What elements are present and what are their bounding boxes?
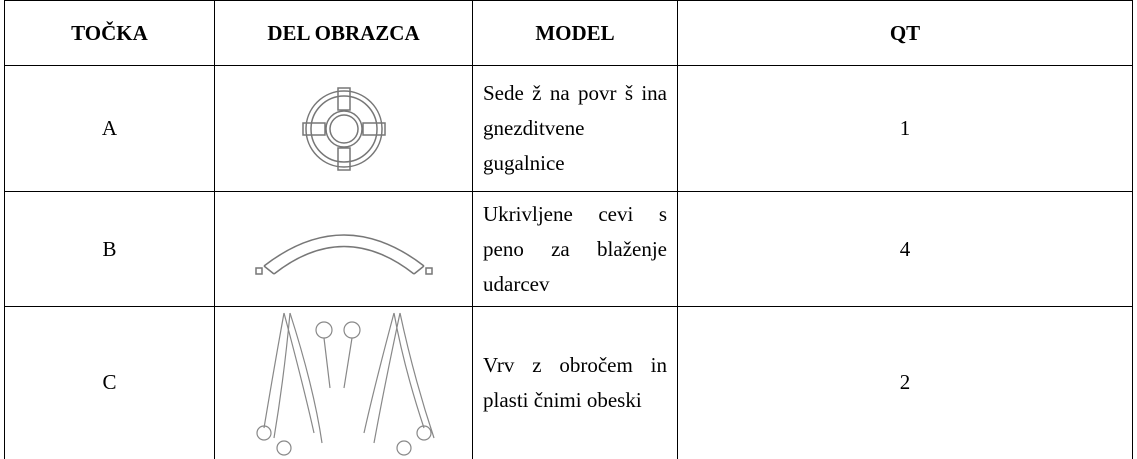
model-cell: Sede ž na povr š ina gnezditvene gugalni…	[472, 65, 678, 192]
image-cell	[214, 306, 473, 459]
qt-cell: 1	[677, 65, 1133, 192]
row: C Vrv z obročem in plasti čnimi obeski 2	[4, 306, 1133, 459]
item-cell: C	[4, 306, 215, 459]
curved-tube-drawing	[254, 234, 433, 275]
header-cell: MODEL	[472, 0, 678, 66]
header-cell: DEL OBRAZCA	[214, 0, 473, 66]
parts-table: TOČKA DEL OBRAZCA MODEL QT A Sede ž na p…	[4, 0, 1133, 459]
header-cell: QT	[677, 0, 1133, 66]
row: B Ukrivljene cevi s peno za blaženje uda…	[4, 191, 1133, 307]
qt-cell: 2	[677, 306, 1133, 459]
item-cell: B	[4, 191, 215, 307]
model-cell: Ukrivljene cevi s peno za blaženje udarc…	[472, 191, 678, 307]
seat-ring-drawing	[301, 86, 386, 171]
row: A Sede ž na povr š ina gnezditvene gugal…	[4, 65, 1133, 192]
item-cell: A	[4, 65, 215, 192]
model-cell: Vrv z obročem in plasti čnimi obeski	[472, 306, 678, 459]
image-cell	[214, 191, 473, 307]
header-cell: TOČKA	[4, 0, 215, 66]
image-cell	[214, 65, 473, 192]
rope-drawing	[255, 312, 435, 456]
header-row: TOČKA DEL OBRAZCA MODEL QT	[4, 0, 1133, 66]
qt-cell: 4	[677, 191, 1133, 307]
